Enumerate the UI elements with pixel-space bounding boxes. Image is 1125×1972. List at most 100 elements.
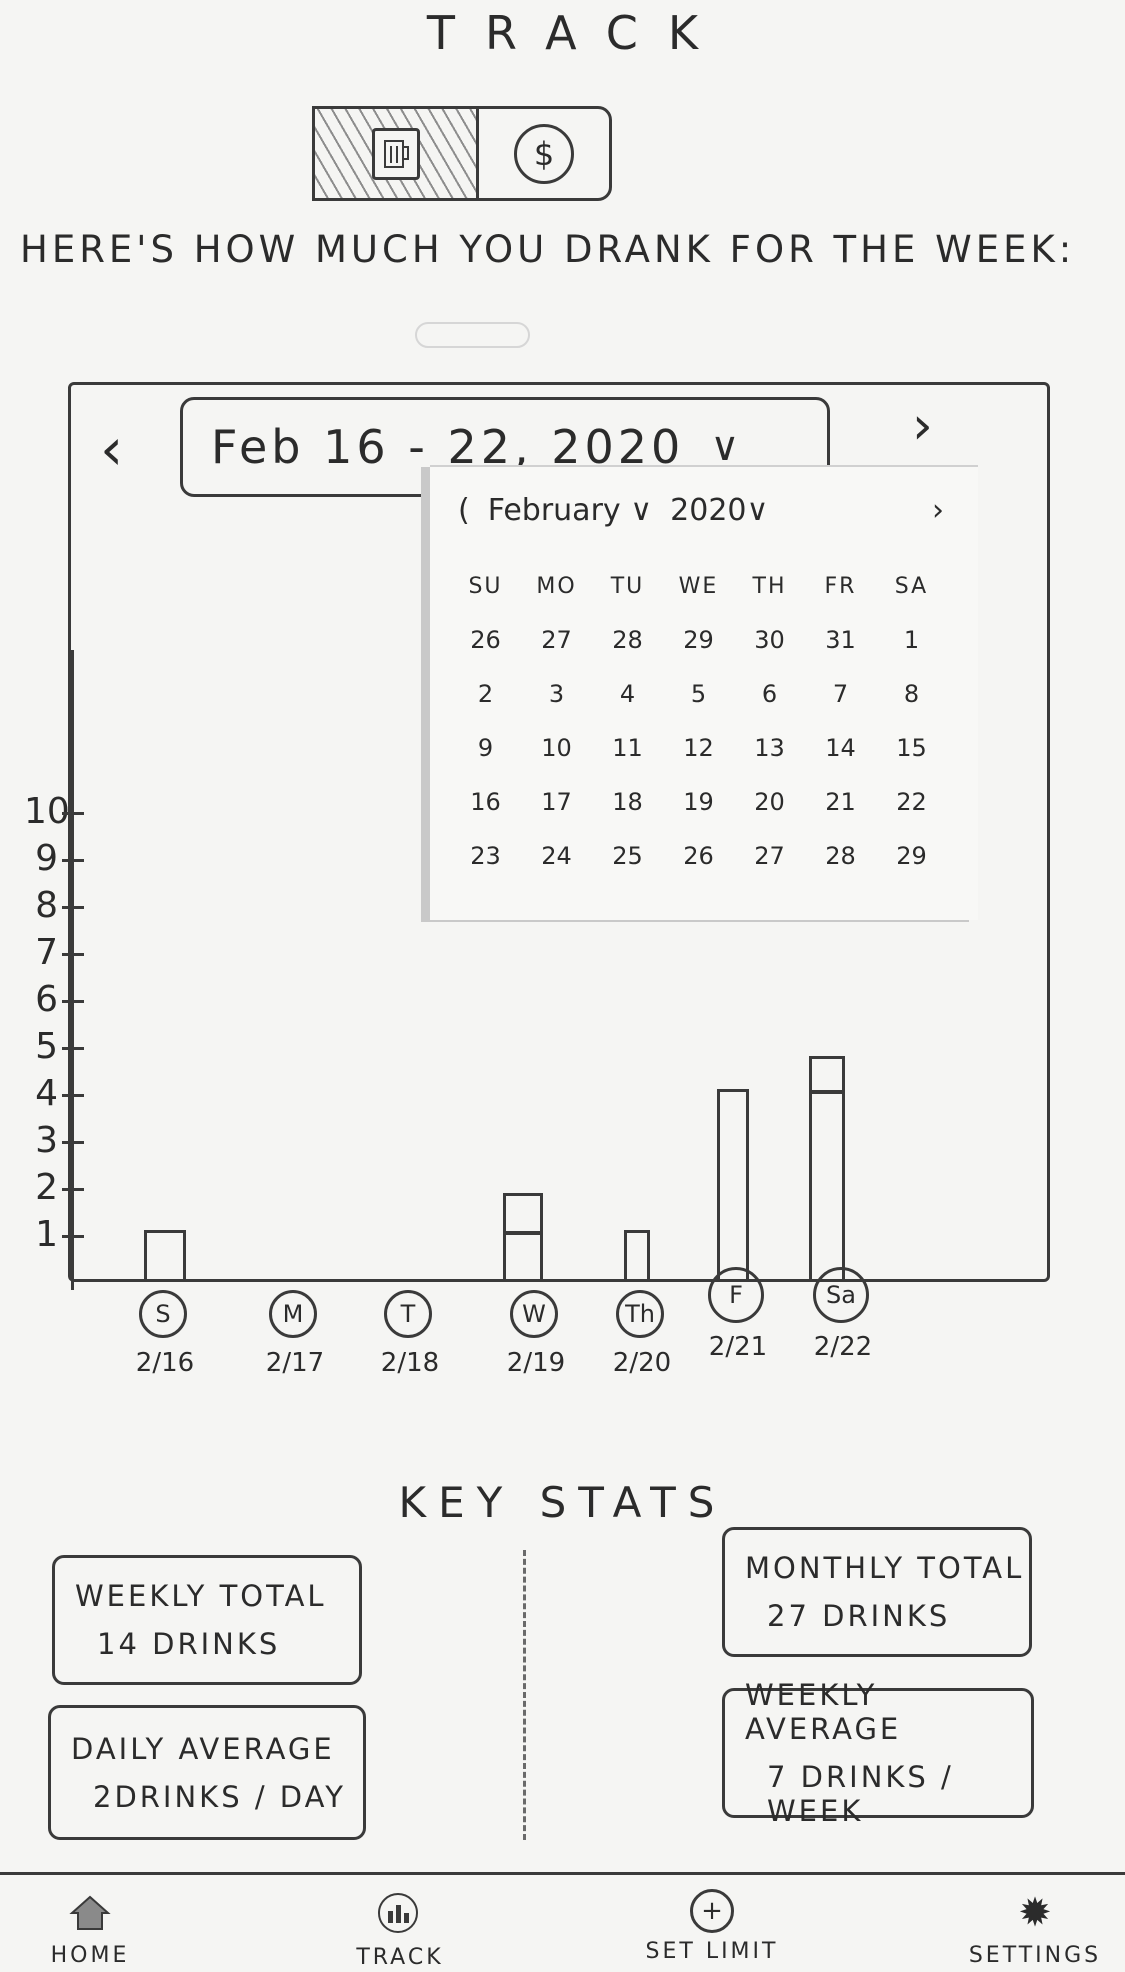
calendar-weekday: TU (610, 573, 645, 599)
calendar-day[interactable]: 23 (470, 842, 501, 870)
calendar-header: ( February ∨ 2020∨ › (458, 493, 958, 528)
toggle-drinks-segment[interactable] (315, 109, 479, 198)
calendar-day[interactable]: 31 (825, 626, 856, 654)
y-tick-label: 7 (35, 932, 58, 973)
bar-chart (100, 930, 1000, 1282)
calendar-prev-month-button[interactable]: ( (458, 493, 470, 528)
nav-set-limit-label: SET LIMIT (645, 1939, 779, 1964)
beer-mug-icon (371, 127, 420, 180)
daily-average-card: DAILY AVERAGE 2DRINKS / DAY (48, 1705, 366, 1840)
home-glyph (69, 1895, 111, 1930)
calendar-day[interactable]: 1 (903, 626, 920, 654)
page-title: TRACK (426, 6, 729, 60)
calendar-day[interactable]: 13 (754, 734, 785, 762)
bar-segment-mark (812, 1089, 842, 1094)
calendar-day[interactable]: 5 (690, 680, 707, 708)
calendar-popover: ( February ∨ 2020∨ › SU MO TU WE TH FR SA 26 27 2… (430, 465, 978, 920)
calendar-weekday: SA (894, 573, 929, 599)
y-tick-label: 8 (35, 885, 58, 926)
track-glyph (378, 1893, 418, 1933)
bar-segment-mark (506, 1230, 540, 1235)
bar-sa (809, 1056, 845, 1282)
calendar-year-dropdown[interactable]: 2020∨ (670, 493, 769, 528)
nav-track[interactable]: TRACK (310, 1889, 490, 1970)
calendar-day[interactable]: 24 (541, 842, 572, 870)
calendar-month-dropdown[interactable]: February ∨ (487, 493, 653, 528)
calendar-day[interactable]: 2 (477, 680, 494, 708)
y-tick-label: 2 (35, 1167, 58, 1208)
bar-w (503, 1192, 543, 1282)
y-tick-mark (62, 1047, 84, 1050)
calendar-next-month-button[interactable]: › (932, 493, 944, 528)
x-date-label: 2/16 (135, 1348, 195, 1378)
calendar-day[interactable]: 27 (754, 842, 785, 870)
dollar-icon: $ (514, 123, 574, 184)
x-day-label: T (384, 1290, 432, 1338)
bottom-nav: HOME TRACK + SET LIMIT ✹ SETTINGS (0, 1872, 1125, 1972)
next-week-button[interactable]: › (912, 396, 933, 456)
calendar-day[interactable]: 26 (470, 626, 501, 654)
bar-f (717, 1089, 749, 1282)
calendar-day[interactable]: 20 (754, 788, 785, 816)
x-day-label: S (139, 1290, 187, 1338)
y-tick-label: 6 (35, 979, 58, 1020)
bar-s (144, 1230, 186, 1282)
calendar-day[interactable]: 7 (832, 680, 849, 708)
calendar-day[interactable]: 10 (541, 734, 572, 762)
monthly-total-value: 27 DRINKS (767, 1599, 951, 1633)
calendar-day[interactable]: 29 (683, 626, 714, 654)
key-stats-title: KEY STATS (398, 1478, 727, 1527)
nav-settings[interactable]: ✹ SETTINGS (945, 1889, 1125, 1968)
nav-home[interactable]: HOME (0, 1889, 180, 1968)
calendar-day[interactable]: 11 (612, 734, 643, 762)
y-tick-label: 5 (35, 1026, 58, 1067)
calendar-day[interactable]: 25 (612, 842, 643, 870)
weekly-chart-card (68, 382, 1050, 1282)
y-tick-label: 9 (35, 838, 58, 879)
calendar-day[interactable]: 18 (612, 788, 643, 816)
weekly-total-card: WEEKLY TOTAL 14 DRINKS (52, 1555, 362, 1685)
calendar-day[interactable]: 6 (761, 680, 778, 708)
calendar-day[interactable]: 8 (903, 680, 920, 708)
calendar-day[interactable]: 29 (896, 842, 927, 870)
x-date-label: 2/22 (813, 1332, 873, 1362)
weekly-total-label: WEEKLY TOTAL (75, 1579, 327, 1613)
calendar-day[interactable]: 26 (683, 842, 714, 870)
x-date-label: 2/21 (708, 1332, 768, 1362)
calendar-day[interactable]: 12 (683, 734, 714, 762)
calendar-day[interactable]: 28 (825, 842, 856, 870)
nav-track-label: TRACK (356, 1945, 444, 1970)
weekly-total-value: 14 DRINKS (97, 1627, 281, 1661)
calendar-day[interactable]: 14 (825, 734, 856, 762)
calendar-day[interactable]: 9 (477, 734, 494, 762)
bar-th (624, 1230, 650, 1282)
calendar-day[interactable]: 17 (541, 788, 572, 816)
toggle-money-segment[interactable]: $ (479, 109, 609, 198)
calendar-day[interactable]: 21 (825, 788, 856, 816)
calendar-day[interactable]: 4 (619, 680, 636, 708)
calendar-day[interactable]: 30 (754, 626, 785, 654)
nav-set-limit[interactable]: + SET LIMIT (622, 1889, 802, 1964)
daily-average-value: 2DRINKS / DAY (93, 1779, 346, 1814)
weekly-average-value: 7 DRINKS / WEEK (767, 1760, 954, 1828)
y-tick-label: 4 (35, 1073, 58, 1114)
chevron-down-icon: ∨ (710, 424, 744, 470)
x-day-label: Th (616, 1290, 664, 1338)
calendar-day[interactable]: 28 (612, 626, 643, 654)
calendar-day[interactable]: 27 (541, 626, 572, 654)
y-tick-mark (62, 1000, 84, 1003)
x-day-label: W (510, 1290, 558, 1338)
calendar-day[interactable]: 16 (470, 788, 501, 816)
prev-week-button[interactable]: ‹ (100, 415, 124, 483)
y-tick-mark (62, 1235, 84, 1238)
view-toggle[interactable]: $ (312, 106, 612, 201)
calendar-day[interactable]: 19 (683, 788, 714, 816)
calendar-day[interactable]: 22 (896, 788, 927, 816)
x-date-label: 2/20 (612, 1348, 672, 1378)
y-tick-mark (62, 906, 84, 909)
home-icon (66, 1889, 114, 1937)
chart-heading: HERE'S HOW MUCH YOU DRANK FOR THE WEEK: (20, 228, 1076, 271)
calendar-day[interactable]: 3 (548, 680, 565, 708)
x-day-label: Sa (813, 1267, 869, 1323)
calendar-day[interactable]: 15 (896, 734, 927, 762)
